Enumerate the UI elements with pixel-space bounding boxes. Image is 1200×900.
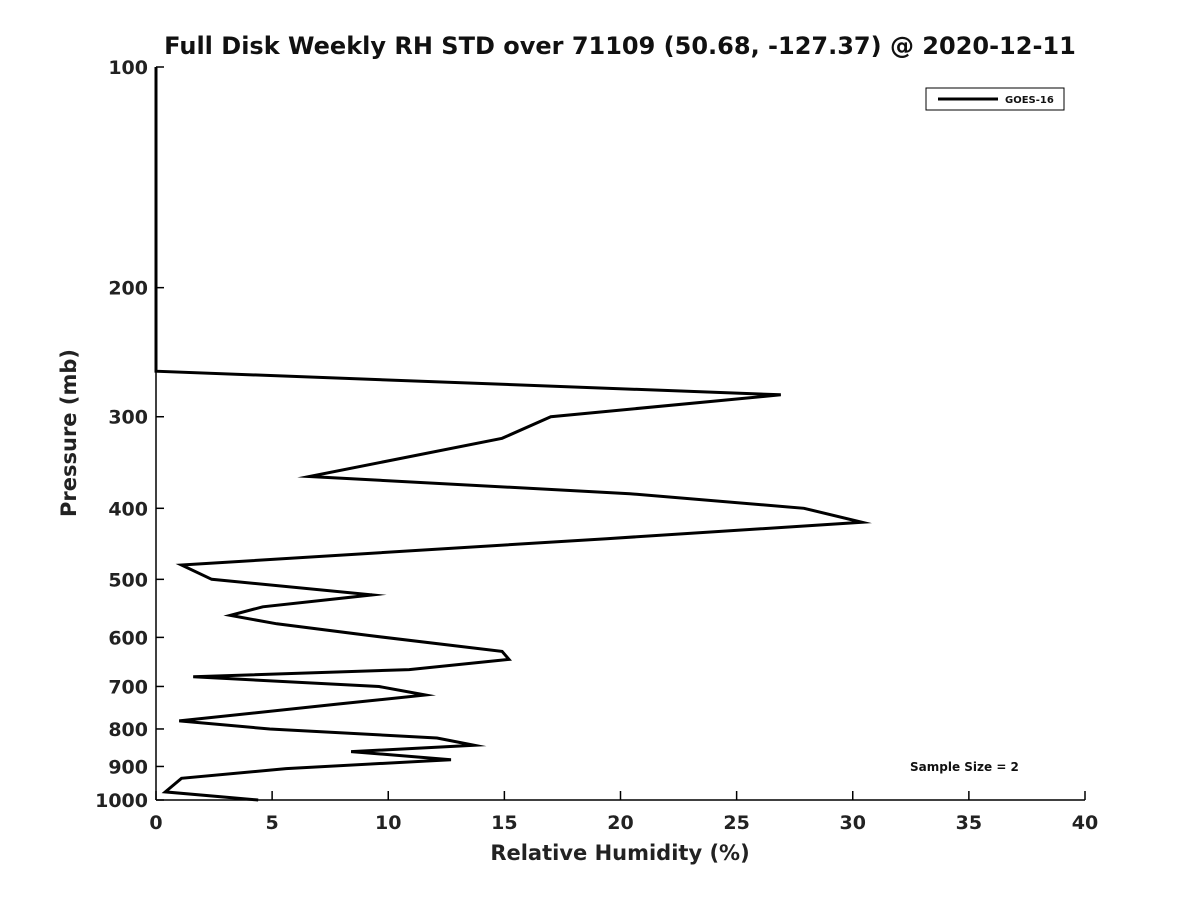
y-tick-label: 700 — [108, 676, 148, 698]
x-axis-label: Relative Humidity (%) — [490, 841, 749, 865]
series-layer — [154, 67, 872, 802]
x-tick-label: 10 — [375, 812, 401, 834]
legend: GOES-16 — [925, 87, 1065, 111]
y-tick-label: 100 — [108, 57, 148, 79]
y-tick-label: 900 — [108, 756, 148, 778]
series-line-goes-16 — [154, 67, 872, 802]
x-tick-label: 20 — [607, 812, 633, 834]
y-tick-label: 300 — [108, 407, 148, 429]
y-tick-label: 500 — [108, 569, 148, 591]
y-tick-label: 200 — [108, 278, 148, 300]
sample-size-annotation: Sample Size = 2 — [910, 760, 1019, 774]
y-tick-label: 600 — [108, 627, 148, 649]
x-tick-label: 15 — [491, 812, 517, 834]
y-axis-ticks: 100 200 300 400 500 600 700 800 900 1000 — [95, 57, 164, 812]
y-tick-label: 800 — [108, 719, 148, 741]
y-tick-label: 400 — [108, 498, 148, 520]
x-tick-label: 0 — [149, 812, 162, 834]
chart-title: Full Disk Weekly RH STD over 71109 (50.6… — [164, 32, 1076, 60]
x-tick-label: 30 — [840, 812, 866, 834]
x-tick-label: 25 — [723, 812, 749, 834]
x-tick-label: 5 — [266, 812, 279, 834]
y-tick-label: 1000 — [95, 790, 148, 812]
y-axis-label: Pressure (mb) — [57, 349, 81, 517]
x-tick-label: 40 — [1072, 812, 1098, 834]
x-axis-ticks: 0 5 10 15 20 25 30 35 40 — [149, 791, 1098, 834]
x-tick-label: 35 — [956, 812, 982, 834]
legend-label: GOES-16 — [1005, 95, 1054, 106]
